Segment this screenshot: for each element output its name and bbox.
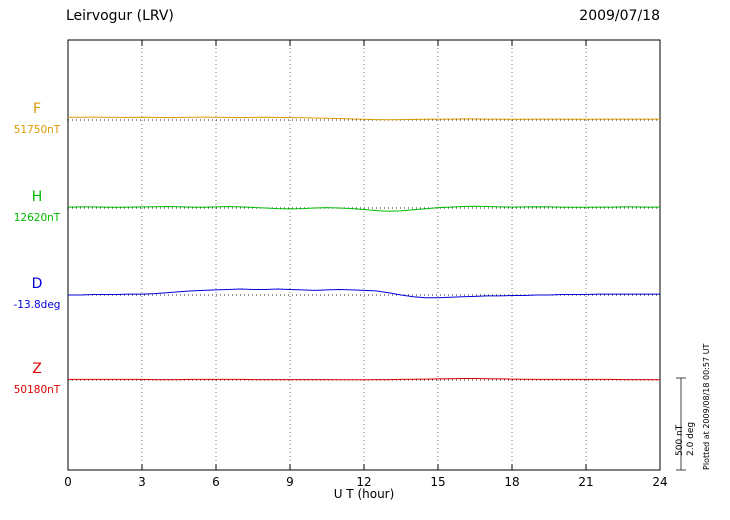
x-tick-label: 15	[430, 475, 446, 489]
plotted-note: Plotted at 2009/08/18 00:57 UT	[702, 343, 711, 470]
series-value-D: -13.8deg	[13, 299, 61, 311]
x-tick-label: 9	[286, 475, 294, 489]
trace-F	[68, 116, 660, 121]
scale-label-nt: 500 nT	[675, 424, 685, 456]
x-tick-label: 18	[504, 475, 520, 489]
chart-title: Leirvogur (LRV)	[66, 8, 174, 24]
series-value-F: 51750nT	[13, 124, 61, 136]
series-label-Z: Z	[32, 361, 42, 377]
x-tick-label: 3	[138, 475, 146, 489]
series-value-Z: 50180nT	[13, 384, 61, 396]
x-tick-label: 21	[578, 475, 594, 489]
scale-label-deg: 2.0 deg	[686, 421, 696, 456]
x-tick-label: 6	[212, 475, 220, 489]
series-label-H: H	[31, 189, 43, 205]
series-value-H: 12620nT	[13, 212, 61, 224]
chart-date: 2009/07/18	[579, 8, 660, 24]
x-tick-label: 12	[356, 475, 372, 489]
x-axis-label: U T (hour)	[333, 487, 395, 501]
x-tick-label: 0	[64, 475, 72, 489]
trace-D	[68, 288, 660, 299]
series-label-D: D	[31, 276, 43, 292]
trace-H	[67, 205, 660, 212]
trace-Z	[68, 378, 661, 381]
series-label-F: F	[32, 101, 42, 117]
x-tick-label: 24	[652, 475, 668, 489]
